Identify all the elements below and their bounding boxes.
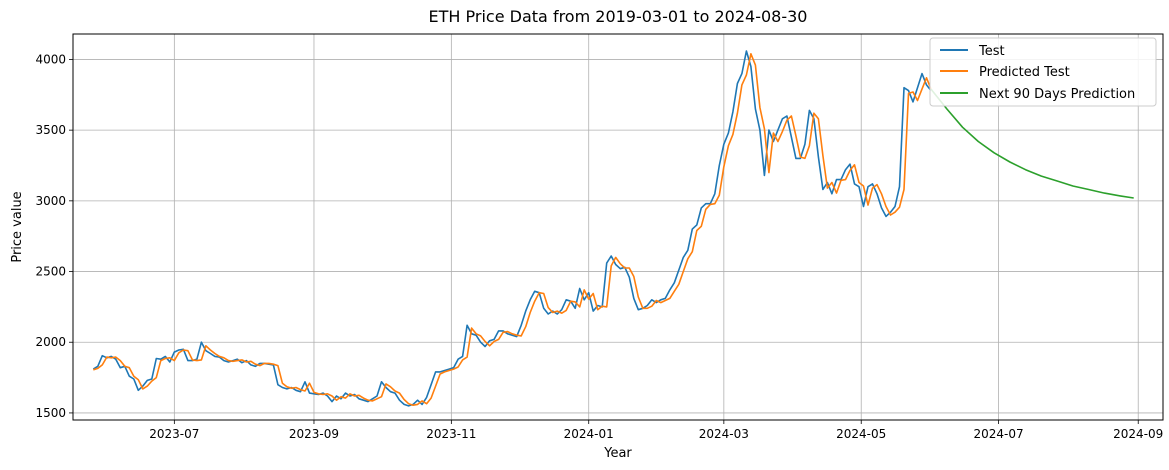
x-tick-label: 2024-09 <box>1113 427 1163 441</box>
legend-label-test: Test <box>978 44 1005 59</box>
legend-label-predicted-test: Predicted Test <box>979 65 1070 80</box>
x-tick-label: 2023-07 <box>149 427 199 441</box>
y-tick-label: 3500 <box>35 123 66 137</box>
x-tick-label: 2023-11 <box>426 427 476 441</box>
x-tick-label: 2024-01 <box>564 427 614 441</box>
x-tick-label: 2024-05 <box>836 427 886 441</box>
y-axis-label: Price value <box>10 191 25 262</box>
y-tick-label: 1500 <box>35 406 66 420</box>
next-90-days-prediction-line <box>930 88 1134 199</box>
y-tick-label: 2000 <box>35 335 66 349</box>
y-tick-label: 2500 <box>35 265 66 279</box>
y-tick-label: 3000 <box>35 194 66 208</box>
legend: Test Predicted Test Next 90 Days Predict… <box>929 37 1157 107</box>
axis-ticks: 2023-07 2023-09 2023-11 2024-01 2024-03 2024-… <box>35 52 1163 441</box>
predicted-test-series-line <box>93 52 932 407</box>
x-tick-label: 2023-09 <box>289 427 339 441</box>
x-axis-label: Year <box>603 446 632 461</box>
y-tick-label: 4000 <box>35 52 66 66</box>
legend-label-next-90-days: Next 90 Days Prediction <box>979 87 1135 102</box>
plot-area-frame <box>72 33 1164 421</box>
legend-box <box>929 37 1157 107</box>
x-tick-label: 2024-07 <box>974 427 1024 441</box>
series-lines <box>92 50 1134 407</box>
x-tick-label: 2024-03 <box>699 427 749 441</box>
chart-title: ETH Price Data from 2019-03-01 to 2024-0… <box>429 7 808 26</box>
